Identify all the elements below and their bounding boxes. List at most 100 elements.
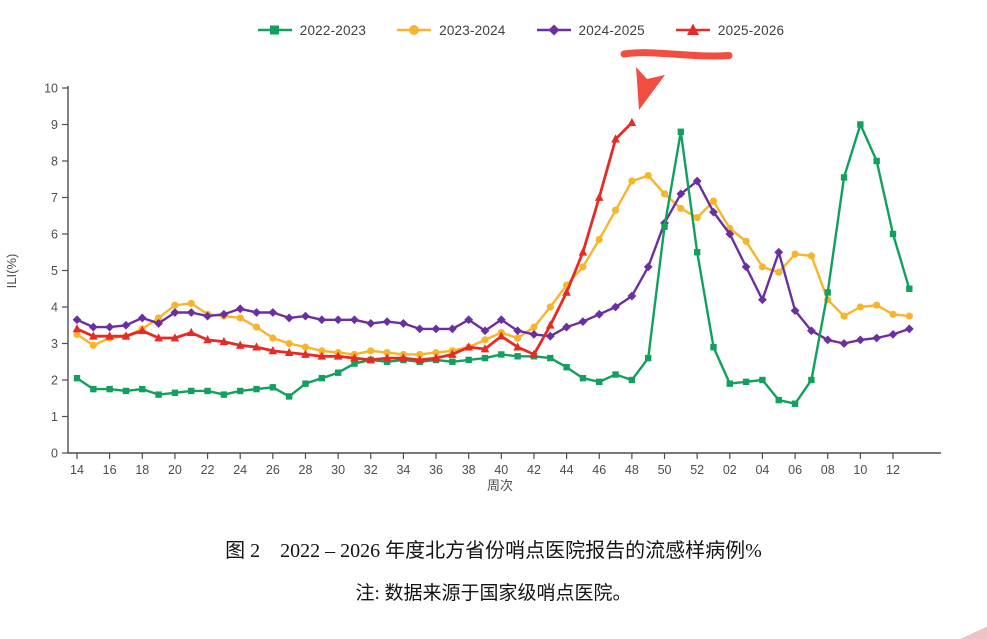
- chart-legend: 2022-2023 2023-2024 2024-2025 2025-2026: [27, 22, 987, 38]
- data-point: [529, 349, 539, 358]
- legend-item-2025-2026: 2025-2026: [675, 22, 784, 38]
- series-line-2023-2024: [75, 174, 911, 356]
- data-point: [595, 235, 603, 244]
- data-point: [628, 376, 636, 384]
- data-point: [448, 349, 457, 358]
- legend-label: 2025-2026: [717, 22, 785, 38]
- x-tick-label: 14: [70, 463, 84, 477]
- data-point: [318, 347, 326, 355]
- data-point: [677, 128, 685, 135]
- data-point: [447, 324, 457, 334]
- x-tick-label: 46: [592, 463, 606, 477]
- data-point: [496, 315, 506, 325]
- data-point: [415, 355, 425, 364]
- data-point: [317, 351, 327, 360]
- data-point: [171, 389, 179, 396]
- data-point: [481, 336, 489, 344]
- data-point: [121, 320, 131, 330]
- data-point: [72, 315, 82, 325]
- data-point: [88, 322, 98, 332]
- y-tick-label: 2: [51, 374, 58, 388]
- data-point: [905, 312, 913, 320]
- data-point: [333, 351, 343, 360]
- data-point: [578, 247, 588, 256]
- data-point: [775, 268, 783, 276]
- x-tick-label: 26: [266, 463, 280, 477]
- data-point: [366, 319, 376, 328]
- data-point: [726, 380, 733, 387]
- data-point: [742, 378, 750, 386]
- data-point: [547, 354, 554, 362]
- data-point: [693, 213, 701, 222]
- figure-caption: 图 2 2022 – 2026 年度北方省份哨点医院报告的流感样病例%: [225, 540, 762, 562]
- data-point: [383, 349, 391, 357]
- data-point: [594, 192, 604, 201]
- data-point: [481, 354, 489, 362]
- x-tick-label: 04: [755, 463, 769, 477]
- x-tick-label: 50: [658, 463, 672, 477]
- y-tick-label: 5: [51, 264, 58, 278]
- x-tick-label: 22: [201, 463, 215, 477]
- data-point: [562, 322, 571, 332]
- data-point: [284, 347, 294, 357]
- y-tick-label: 3: [51, 337, 58, 351]
- x-tick-label: 02: [723, 463, 737, 477]
- data-point: [611, 206, 620, 214]
- data-point: [627, 117, 637, 127]
- data-point: [645, 354, 652, 362]
- data-point: [628, 177, 636, 185]
- x-axis-title: 周次: [487, 478, 513, 493]
- y-axis-title: ILI(%): [4, 254, 19, 289]
- data-point: [154, 333, 163, 342]
- data-point: [692, 176, 702, 186]
- x-tick-label: 34: [396, 463, 410, 477]
- data-point: [839, 339, 849, 348]
- data-point: [824, 289, 831, 296]
- data-point: [497, 331, 506, 340]
- data-point: [530, 323, 538, 331]
- data-point: [186, 308, 196, 317]
- data-point: [237, 387, 244, 395]
- legend-label: 2024-2025: [578, 22, 645, 38]
- data-point: [235, 340, 245, 349]
- hand-drawn-arrow-icon: [636, 67, 665, 110]
- figure-note: 注: 数据来源于国家级哨点医院。: [355, 583, 632, 604]
- data-point: [89, 341, 97, 349]
- data-point: [219, 336, 229, 346]
- data-point: [350, 315, 359, 325]
- data-point: [644, 172, 652, 180]
- data-point: [188, 387, 195, 395]
- data-point: [252, 323, 261, 331]
- legend-label: 2022-2023: [299, 22, 367, 38]
- legend-marker-diamond-icon: [536, 24, 571, 36]
- data-point: [840, 312, 848, 320]
- x-tick-label: 38: [462, 463, 476, 477]
- data-point: [758, 263, 767, 271]
- data-point: [906, 285, 913, 292]
- data-point: [122, 387, 130, 395]
- data-point: [545, 331, 555, 341]
- data-point: [383, 358, 391, 365]
- data-point: [677, 204, 685, 213]
- data-point: [139, 385, 146, 393]
- x-tick-label: 44: [560, 463, 574, 477]
- legend-glyph: [548, 24, 559, 36]
- data-point: [106, 385, 113, 393]
- data-point: [594, 309, 604, 319]
- series-2023-2024: [73, 172, 913, 359]
- data-point: [546, 303, 554, 311]
- data-point: [660, 190, 669, 198]
- series-2022-2023: [73, 121, 913, 407]
- data-point: [382, 353, 392, 362]
- data-point: [775, 396, 782, 404]
- hand-drawn-annotation: [620, 49, 733, 110]
- data-point: [90, 385, 97, 393]
- data-point: [334, 369, 342, 376]
- data-point: [873, 157, 880, 165]
- data-point: [709, 197, 718, 205]
- data-point: [204, 387, 211, 395]
- data-point: [579, 263, 587, 271]
- legend-item-2022-2023: 2022-2023: [257, 22, 366, 38]
